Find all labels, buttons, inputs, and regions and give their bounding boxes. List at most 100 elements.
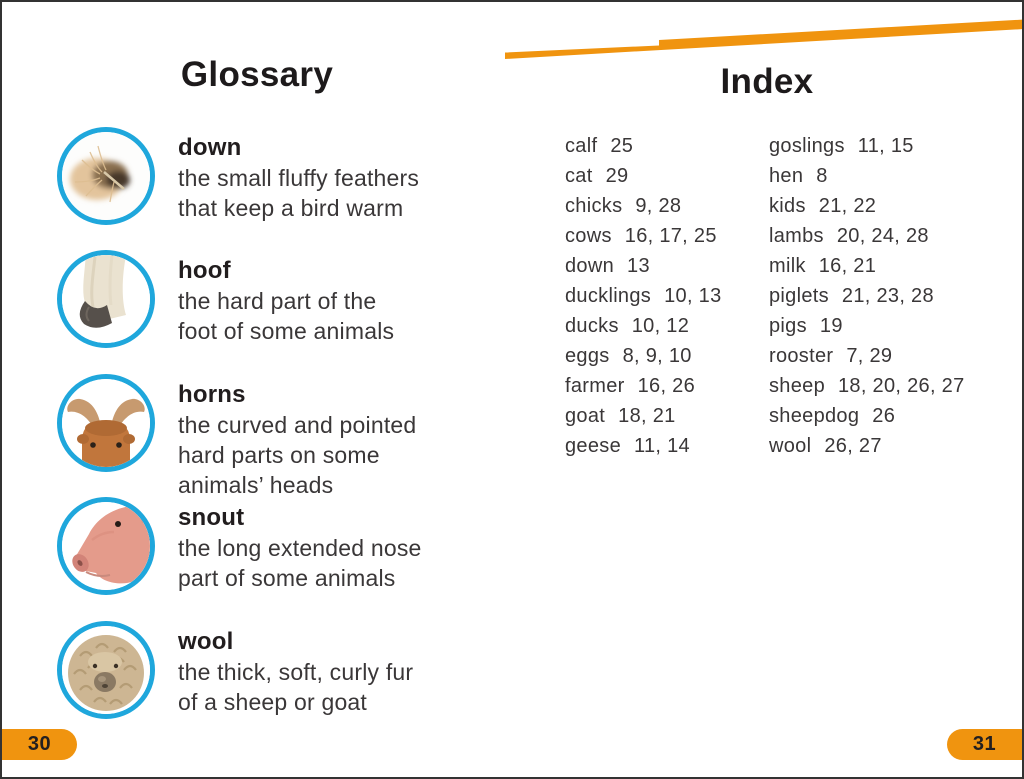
index-entry: cat 29 <box>565 161 722 191</box>
index-pages: 7, 29 <box>846 345 893 367</box>
index-entry: milk 16, 21 <box>769 251 965 281</box>
snout-icon <box>62 502 150 590</box>
index-pages: 26 <box>872 405 896 427</box>
index-term: milk <box>769 255 806 277</box>
index-term: kids <box>769 195 806 217</box>
index-term: piglets <box>769 285 829 307</box>
index-entry: goslings 11, 15 <box>769 131 965 161</box>
decorative-swoosh-stripe <box>505 19 1022 59</box>
index-pages: 26, 27 <box>824 435 882 457</box>
sheep-wool-photo <box>57 621 155 719</box>
hoof-photo <box>57 250 155 348</box>
index-term: pigs <box>769 315 807 337</box>
index-entry: down 13 <box>565 251 722 281</box>
pig-snout-photo <box>57 497 155 595</box>
wool-icon <box>62 626 150 714</box>
index-pages: 18, 21 <box>618 405 676 427</box>
index-entry: rooster 7, 29 <box>769 341 965 371</box>
index-entry: hen 8 <box>769 161 965 191</box>
index-entry: chicks 9, 28 <box>565 191 722 221</box>
index-pages: 21, 23, 28 <box>841 285 934 307</box>
glossary-title: Glossary <box>180 55 334 94</box>
index-pages: 10, 13 <box>664 285 722 307</box>
index-term: cat <box>565 165 593 187</box>
index-pages: 16, 21 <box>818 255 877 277</box>
glossary-entry-snout: snout the long extended nose part of som… <box>57 497 422 595</box>
index-pages: 8, 9, 10 <box>622 345 692 367</box>
index-term: sheep <box>769 375 825 397</box>
index-entry: cows 16, 17, 25 <box>565 221 722 251</box>
index-entry: wool 26, 27 <box>769 431 965 461</box>
index-entry: piglets 21, 23, 28 <box>769 281 965 311</box>
index-term: eggs <box>565 345 610 367</box>
index-entry: kids 21, 22 <box>769 191 965 221</box>
glossary-term: wool <box>178 628 234 655</box>
index-term: ducks <box>565 315 619 337</box>
index-pages: 16, 26 <box>637 375 695 397</box>
glossary-term: snout <box>178 504 245 531</box>
page-number-tab-right: 31 <box>947 729 1022 760</box>
glossary-term: hoof <box>178 257 231 284</box>
index-pages: 16, 17, 25 <box>624 225 717 247</box>
index-entry: lambs 20, 24, 28 <box>769 221 965 251</box>
index-term: rooster <box>769 345 834 367</box>
index-entry: pigs 19 <box>769 311 965 341</box>
horns-icon <box>62 379 150 467</box>
hoof-icon <box>62 255 150 343</box>
index-entry: sheepdog 26 <box>769 401 965 431</box>
glossary-term: horns <box>178 381 246 408</box>
index-pages: 25 <box>610 135 634 157</box>
index-pages: 18, 20, 26, 27 <box>838 375 965 397</box>
index-entry: ducks 10, 12 <box>565 311 722 341</box>
glossary-definition: the thick, soft, curly fur of a sheep or… <box>178 659 414 715</box>
page-number: 31 <box>972 733 997 755</box>
index-entry: geese 11, 14 <box>565 431 722 461</box>
index-term: goslings <box>769 135 845 157</box>
index-term: sheepdog <box>769 405 860 427</box>
index-term: ducklings <box>565 285 652 307</box>
index-term: lambs <box>769 225 824 247</box>
index-column-left: calf 25 cat 29 chicks 9, 28 cows 16, 17, 25 … <box>565 131 722 461</box>
index-entry: calf 25 <box>565 131 722 161</box>
index-term: goat <box>565 405 606 427</box>
glossary-entry-down: down the small fluffy feathers that keep… <box>57 127 419 225</box>
index-term: farmer <box>565 375 625 397</box>
index-entry: eggs 8, 9, 10 <box>565 341 722 371</box>
page-number-tab-left: 30 <box>2 729 77 760</box>
index-pages: 13 <box>627 255 650 277</box>
glossary-entry-hoof: hoof the hard part of the foot of some a… <box>57 250 394 348</box>
index-pages: 9, 28 <box>635 195 682 217</box>
index-pages: 19 <box>819 315 843 337</box>
glossary-definition: the small fluffy feathers that keep a bi… <box>178 165 420 221</box>
index-term: geese <box>565 435 621 457</box>
feather-icon <box>62 132 150 220</box>
index-term: wool <box>769 435 812 457</box>
index-pages: 11, 14 <box>634 435 690 457</box>
index-column-right: goslings 11, 15 hen 8 kids 21, 22 lambs 20, … <box>769 131 965 461</box>
index-entry: sheep 18, 20, 26, 27 <box>769 371 965 401</box>
index-pages: 8 <box>816 165 828 187</box>
index-term: cows <box>565 225 612 247</box>
index-term: chicks <box>565 195 623 217</box>
index-entry: farmer 16, 26 <box>565 371 722 401</box>
index-pages: 21, 22 <box>818 195 877 217</box>
glossary-entry-wool: wool the thick, soft, curly fur of a she… <box>57 621 413 719</box>
goat-horns-photo <box>57 374 155 472</box>
down-feather-photo <box>57 127 155 225</box>
index-pages: 11, 15 <box>857 135 914 157</box>
glossary-term: down <box>178 134 242 161</box>
index-entry: goat 18, 21 <box>565 401 722 431</box>
index-term: calf <box>565 135 598 157</box>
index-term: hen <box>769 165 804 187</box>
index-pages: 10, 12 <box>631 315 690 337</box>
index-title: Index <box>720 62 814 101</box>
glossary-definition: the hard part of the foot of some animal… <box>178 288 395 344</box>
page-number: 30 <box>27 733 52 755</box>
glossary-entry-horns: horns the curved and pointed hard parts … <box>57 374 416 500</box>
index-entry: ducklings 10, 13 <box>565 281 722 311</box>
glossary-definition: the curved and pointed hard parts on som… <box>178 412 417 498</box>
index-term: down <box>565 255 615 277</box>
